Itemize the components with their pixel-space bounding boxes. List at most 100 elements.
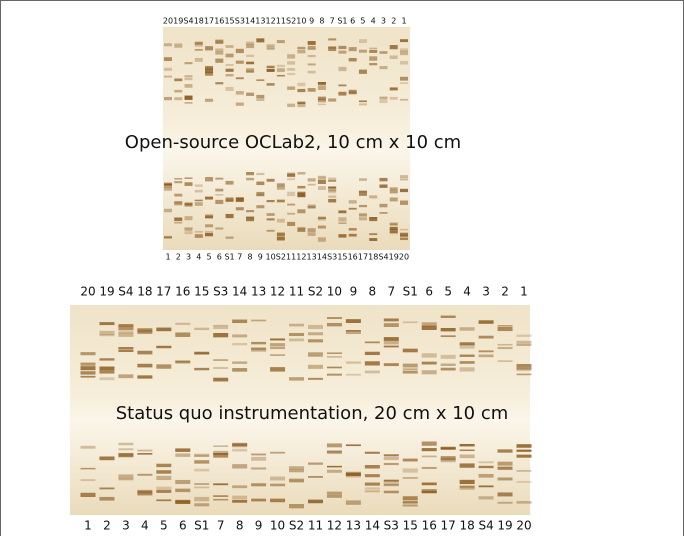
band [225,45,234,48]
band [307,206,316,208]
band [383,340,399,345]
band [383,323,399,327]
band [478,473,494,478]
band [184,231,193,235]
band [215,40,224,44]
band [379,212,388,214]
band [289,338,305,342]
band [478,320,494,324]
band [389,228,398,234]
band [400,82,408,84]
band [402,370,418,374]
lane-label: S2 [276,253,286,262]
band [364,487,380,490]
band [516,373,532,376]
band [99,334,115,337]
lane-label: 13 [255,17,265,26]
band [297,82,306,87]
lane-label: S3 [213,285,228,299]
band [326,322,342,327]
band [213,324,229,327]
band [289,466,305,470]
band [118,448,134,451]
band [246,177,255,181]
band [246,41,255,45]
lane-label: 14 [365,519,380,533]
band [213,495,229,497]
lane-label: 7 [387,285,395,299]
band [175,360,191,363]
band [205,196,214,200]
band [225,74,234,77]
band [421,322,437,327]
band [364,351,380,356]
band [328,186,337,189]
band [440,363,456,366]
band [459,444,475,447]
band [232,343,248,346]
lane-label: 6 [217,253,222,262]
lane-label: S2 [289,519,304,533]
band [345,330,361,332]
band [246,172,255,176]
band [421,325,437,330]
band [459,342,475,346]
band [400,234,408,237]
band [297,227,306,232]
band [156,490,172,493]
band [402,368,418,370]
band [338,91,347,96]
band [164,57,172,62]
band [516,363,532,367]
band [184,177,193,179]
band [266,178,275,182]
lane-label: 12 [270,285,285,299]
band [256,172,265,176]
band [389,87,398,91]
lane-label: 1 [401,17,406,26]
band [379,177,388,182]
band [215,177,224,180]
band [326,469,342,473]
band [369,217,378,222]
band [287,103,296,107]
band [80,370,96,375]
lane-label: S4 [478,519,493,533]
band [338,84,347,87]
lane-label: 18 [194,17,204,26]
band [194,351,210,355]
band [328,187,337,192]
band [215,194,224,196]
band [379,66,388,70]
lane-label: S1 [403,285,418,299]
band [270,451,286,454]
band [389,187,398,190]
band [364,341,380,344]
band [307,352,323,357]
band [270,498,286,503]
band [184,75,193,77]
band [99,377,115,381]
band [326,450,342,453]
band [400,60,408,65]
lane-label: 16 [175,285,190,299]
band [276,218,285,223]
band [137,375,153,378]
band [232,442,248,448]
band [289,323,305,327]
lane-label: 15 [194,285,209,299]
band [400,175,408,179]
lane-label: 6 [425,285,433,299]
band [276,236,285,241]
band [421,361,437,365]
band [402,363,418,368]
band [156,475,172,481]
band [345,361,361,364]
band [383,363,399,366]
band [364,370,380,374]
band [348,58,357,62]
band [348,91,357,95]
band [345,444,361,447]
lane-label: S4 [183,17,193,26]
band [174,193,183,197]
